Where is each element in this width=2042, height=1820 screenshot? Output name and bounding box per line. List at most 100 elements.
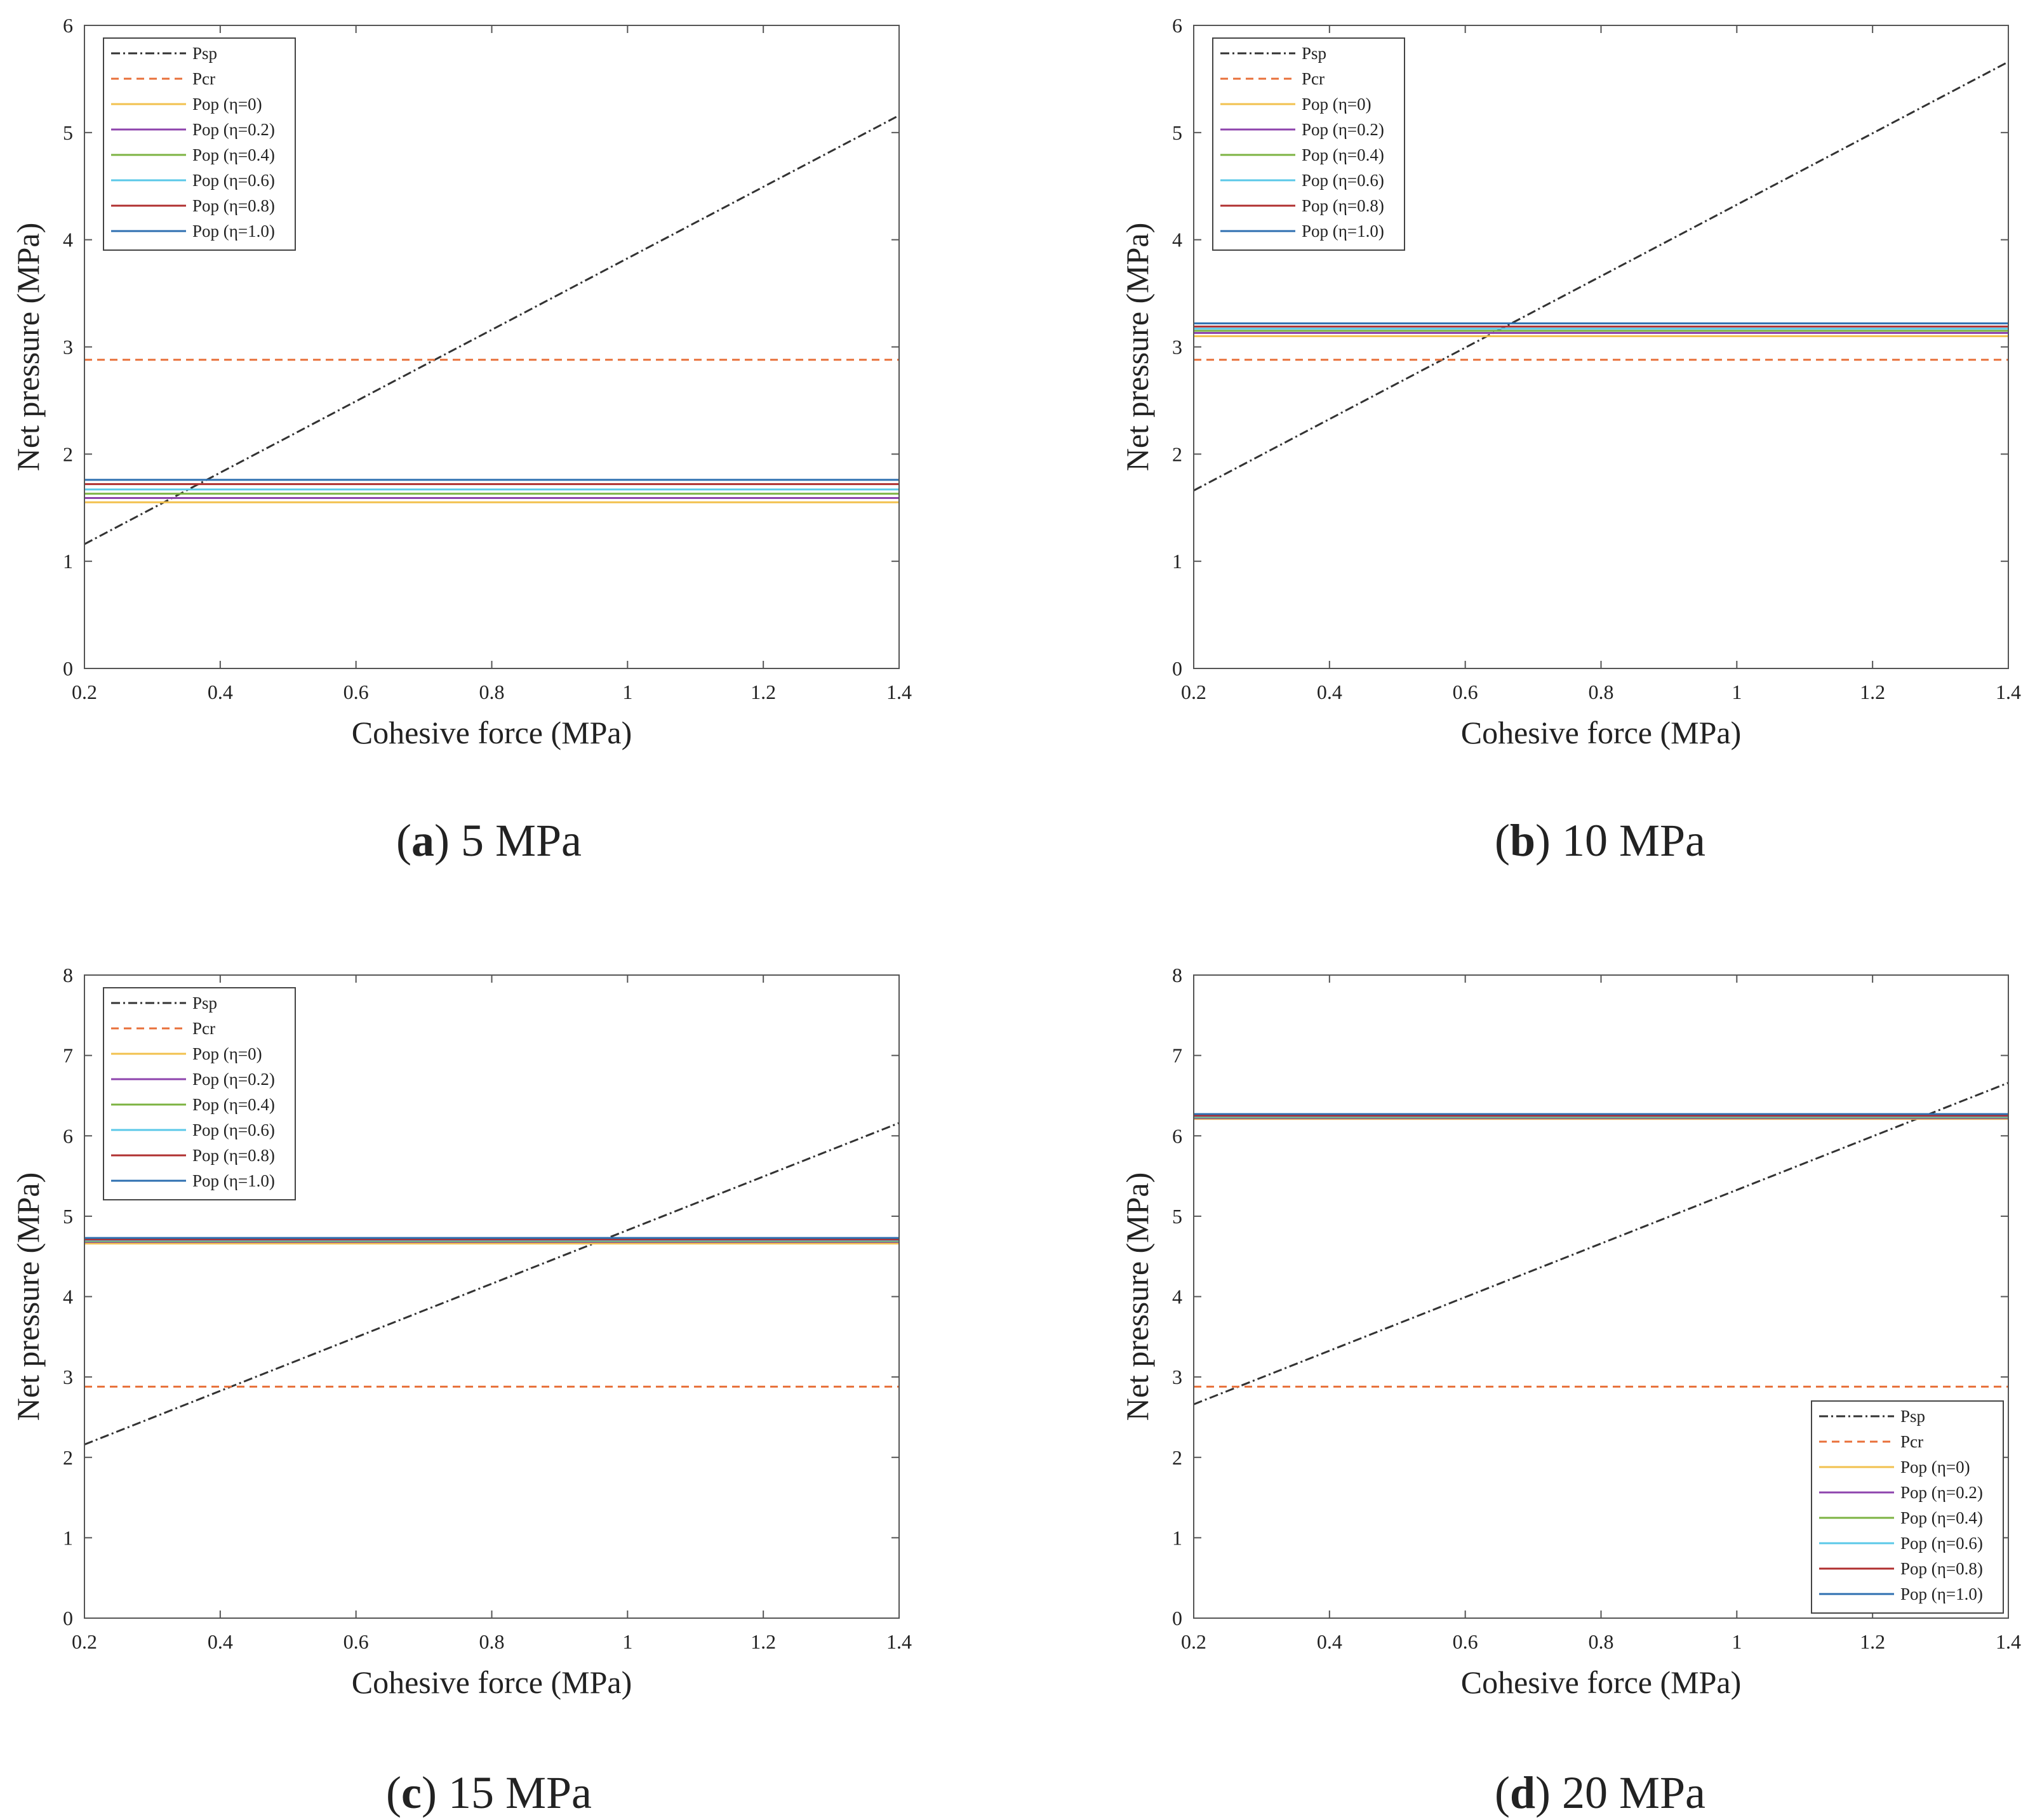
legend: Psp Pcr Pop (η=0) Pop (η=0.2) Pop (η=0.4) Pop… [1811, 1400, 2004, 1614]
x-tick-label: 1.4 [1996, 1630, 2021, 1653]
y-tick-label: 6 [1172, 14, 1182, 37]
legend-entry: Pcr [1302, 69, 1325, 88]
chart-panel-c: 0.2 0.4 0.6 0.8 1 1.2 1.4 0 1 2 3 4 5 6 7 8 Cohesive for… [10, 964, 912, 1700]
legend-entry: Pop (η=1.0) [1900, 1584, 1983, 1604]
x-tick-label: 0.8 [1589, 1630, 1614, 1653]
x-axis-label: Cohesive force (MPa) [352, 715, 632, 750]
y-tick-label: 2 [1172, 442, 1182, 465]
legend-entry: Pop (η=0) [1302, 95, 1371, 114]
legend-entry: Pcr [1900, 1432, 1923, 1451]
legend-entry: Pop (η=0.2) [1900, 1483, 1983, 1502]
legend-entry: Psp [192, 993, 217, 1013]
x-tick-label: 1.4 [1996, 681, 2021, 703]
y-tick-label: 3 [1172, 1365, 1182, 1388]
legend-entry: Pop (η=0.8) [1302, 196, 1384, 215]
y-tick-label: 0 [63, 657, 73, 680]
legend-entry: Pop (η=0.6) [1900, 1534, 1983, 1553]
y-tick-label: 1 [1172, 1526, 1182, 1549]
x-tick-label: 0.2 [72, 1630, 97, 1653]
y-axis-label: Net pressure (MPa) [10, 1172, 46, 1421]
legend-entry: Pop (η=1.0) [192, 1171, 275, 1190]
legend: Psp Pcr Pop (η=0) Pop (η=0.2) Pop (η=0.4) Pop… [1212, 37, 1405, 251]
legend-entry: Pop (η=0.2) [1302, 120, 1384, 139]
legend-entry: Pop (η=0) [1900, 1458, 1970, 1477]
y-tick-label: 8 [1172, 964, 1182, 986]
x-tick-label: 1 [622, 681, 632, 703]
x-tick-label: 0.8 [1589, 681, 1614, 703]
legend-entry: Pop (η=0.4) [192, 145, 275, 164]
y-tick-label: 0 [1172, 657, 1182, 680]
y-tick-label: 2 [63, 442, 73, 465]
legend-entry: Pop (η=0.4) [1900, 1508, 1983, 1527]
y-tick-label: 0 [63, 1607, 73, 1630]
y-tick-label: 3 [63, 336, 73, 359]
y-tick-label: 6 [63, 1124, 73, 1147]
x-tick-label: 0.4 [1317, 681, 1342, 703]
series-group [1194, 1082, 2008, 1405]
x-tick-label: 1 [1732, 681, 1742, 703]
series-group [84, 1122, 899, 1445]
x-tick-label: 0.2 [1181, 1630, 1206, 1653]
legend-entry: Pop (η=0.6) [1302, 171, 1384, 190]
legend-box [1811, 1400, 2004, 1614]
y-tick-label: 4 [1172, 1285, 1182, 1308]
x-tick-label: 0.4 [208, 1630, 233, 1653]
y-tick-label: 6 [63, 14, 73, 37]
caption-c: (c) 15 MPa [386, 1767, 592, 1818]
series-line-0 [84, 1122, 899, 1445]
y-tick-label: 4 [63, 1285, 73, 1308]
series-line-0 [1194, 61, 2008, 492]
legend-entry: Pop (η=0.8) [192, 1146, 275, 1165]
legend-entry: Pop (η=0.6) [192, 1120, 275, 1139]
series-group [84, 114, 899, 545]
legend-entry: Pop (η=1.0) [1302, 222, 1384, 241]
legend-box [1212, 37, 1405, 251]
x-tick-label: 0.2 [1181, 681, 1206, 703]
legend-box [103, 987, 296, 1200]
legend-entry: Pop (η=0.6) [192, 171, 275, 190]
y-tick-label: 5 [63, 1205, 73, 1228]
y-tick-label: 3 [63, 1365, 73, 1388]
x-tick-label: 1.2 [1860, 681, 1885, 703]
x-tick-label: 0.6 [344, 1630, 369, 1653]
legend-box [103, 37, 296, 251]
chart-panel-b: 0.2 0.4 0.6 0.8 1 1.2 1.4 0 1 2 3 4 5 6 Cohesive force… [1119, 14, 2021, 750]
y-axis-label: Net pressure (MPa) [1119, 1172, 1155, 1421]
x-tick-label: 1.4 [886, 681, 912, 703]
y-tick-label: 4 [63, 229, 73, 251]
chart-panel-d: 0.2 0.4 0.6 0.8 1 1.2 1.4 0 1 2 3 4 5 6 7 8 Cohesive for… [1119, 964, 2021, 1700]
x-tick-label: 0.4 [1317, 1630, 1342, 1653]
x-tick-label: 1 [622, 1630, 632, 1653]
x-tick-label: 1.4 [886, 1630, 912, 1653]
legend-entry: Psp [192, 44, 217, 63]
legend-entry: Pcr [192, 1019, 215, 1038]
series-group [1194, 61, 2008, 492]
y-tick-label: 8 [63, 964, 73, 986]
y-tick-label: 7 [63, 1044, 73, 1067]
x-tick-label: 0.6 [1453, 681, 1478, 703]
legend-entry: Psp [1900, 1407, 1925, 1426]
series-line-0 [1194, 1082, 2008, 1405]
legend-entry: Pop (η=0.8) [1900, 1559, 1983, 1578]
y-tick-label: 1 [1172, 550, 1182, 573]
y-tick-label: 1 [63, 1526, 73, 1549]
y-tick-label: 2 [1172, 1446, 1182, 1469]
x-tick-label: 0.4 [208, 681, 233, 703]
caption-a: (a) 5 MPa [396, 815, 582, 866]
y-axis-label: Net pressure (MPa) [1119, 223, 1155, 472]
y-tick-label: 2 [63, 1446, 73, 1469]
legend-entry: Pcr [192, 69, 215, 88]
legend-entry: Pop (η=0.2) [192, 1070, 275, 1089]
y-tick-label: 4 [1172, 229, 1182, 251]
legend-entry: Pop (η=0.4) [192, 1095, 275, 1114]
x-axis-label: Cohesive force (MPa) [1461, 715, 1742, 750]
legend: Psp Pcr Pop (η=0) Pop (η=0.2) Pop (η=0.4) Pop… [103, 987, 296, 1200]
x-tick-label: 0.2 [72, 681, 97, 703]
caption-d: (d) 20 MPa [1495, 1767, 1705, 1818]
y-tick-label: 3 [1172, 336, 1182, 359]
y-tick-label: 6 [1172, 1124, 1182, 1147]
legend-entry: Pop (η=0.2) [192, 120, 275, 139]
y-tick-label: 0 [1172, 1607, 1182, 1630]
y-tick-label: 5 [1172, 121, 1182, 144]
x-tick-label: 0.6 [344, 681, 369, 703]
